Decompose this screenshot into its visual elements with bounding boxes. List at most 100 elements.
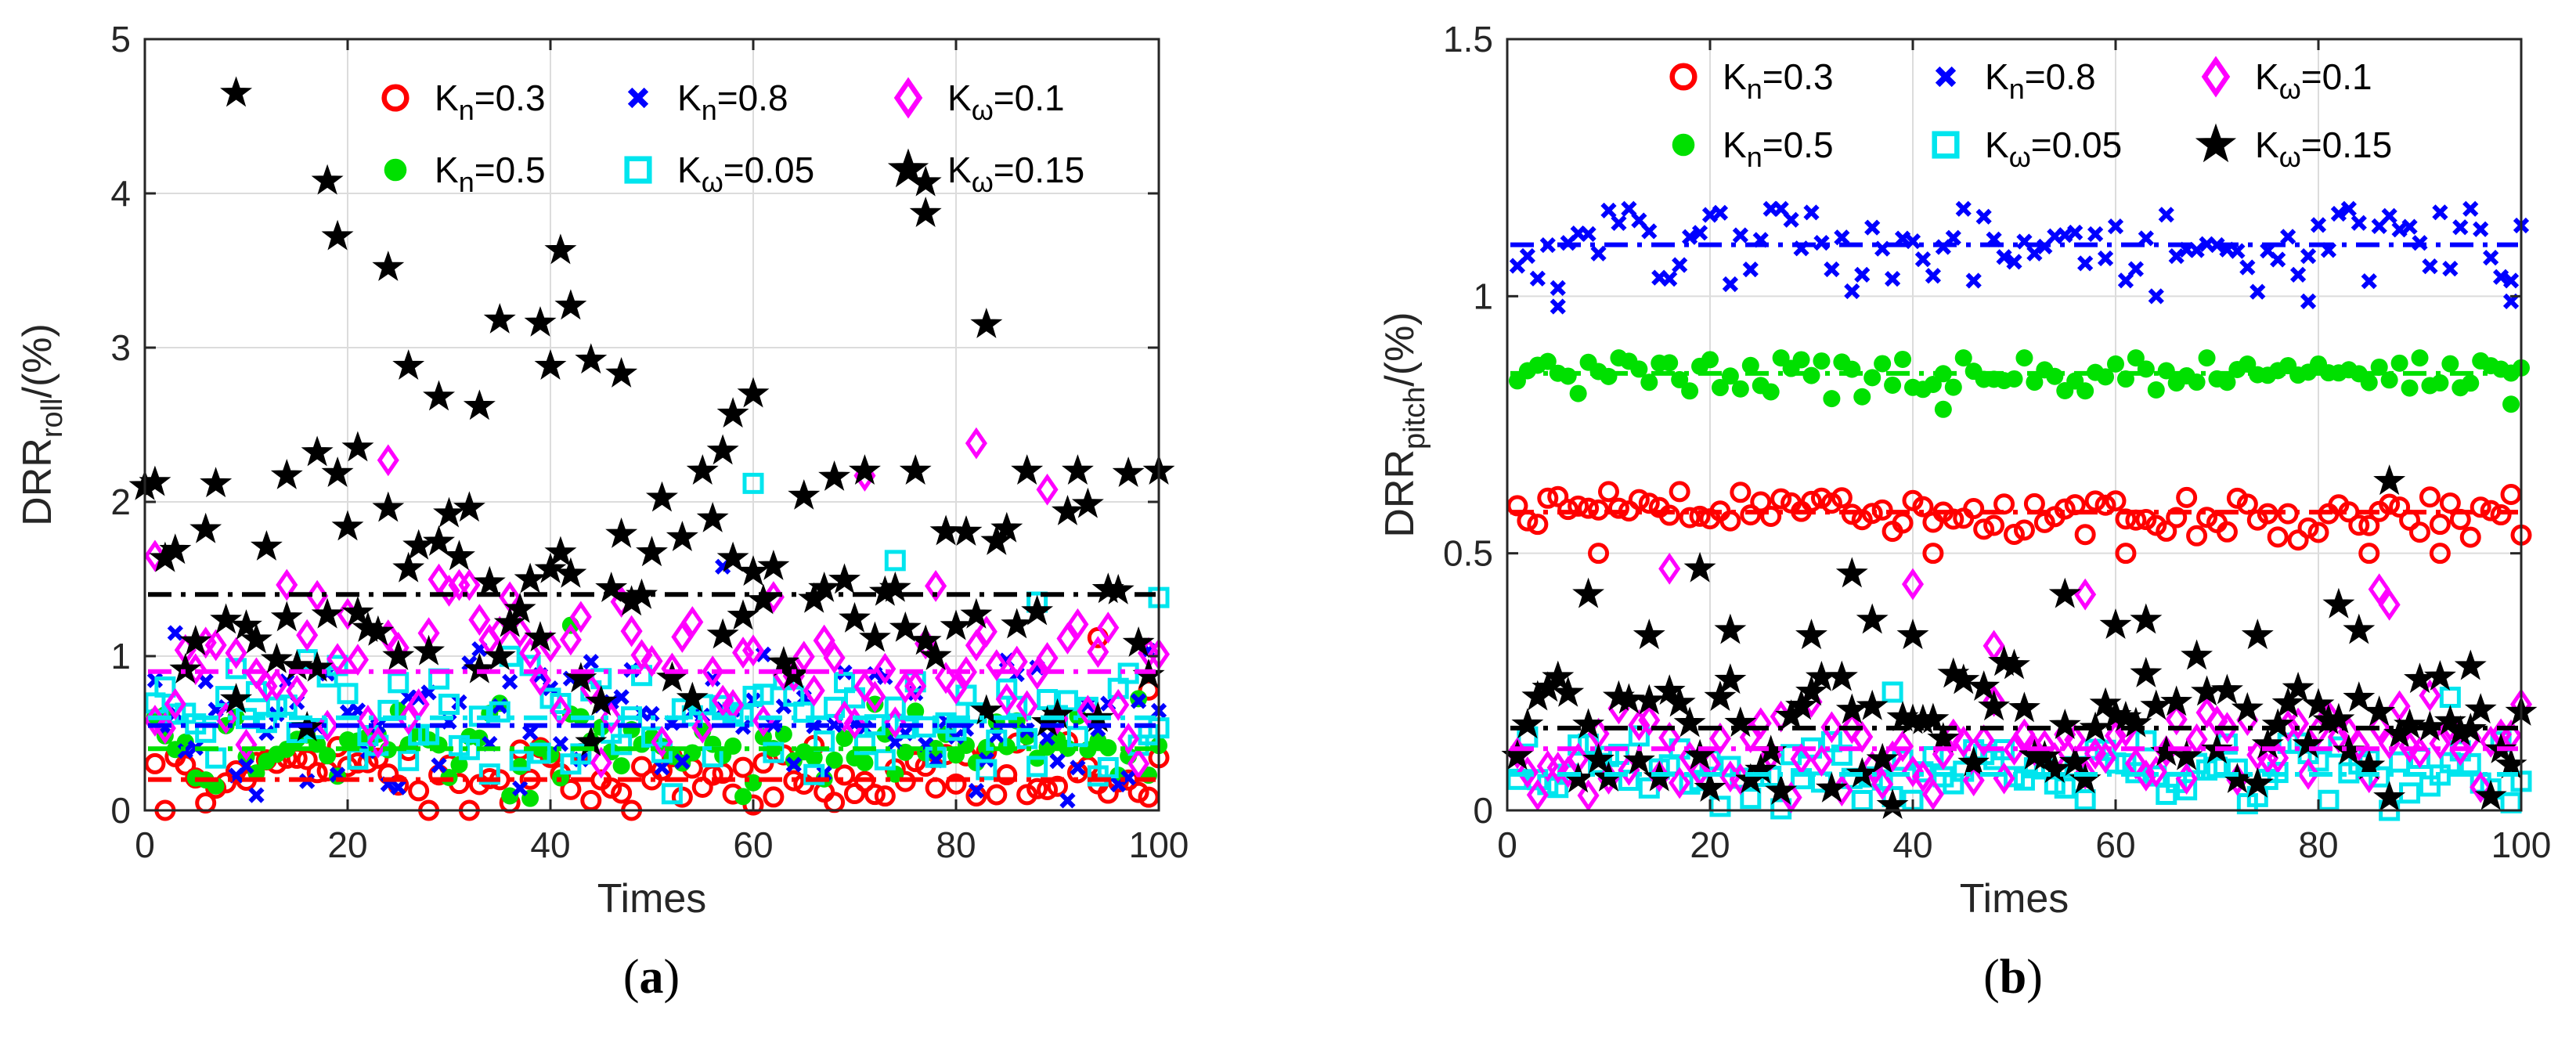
data-point	[1694, 771, 1726, 803]
data-point	[1714, 613, 1747, 644]
data-point	[2145, 756, 2167, 788]
data-point	[788, 478, 821, 510]
data-point	[2076, 382, 2094, 400]
data-point	[2391, 222, 2408, 238]
data-point	[1925, 268, 1942, 284]
data-point	[1954, 349, 1972, 367]
data-point	[2378, 588, 2401, 621]
data-point	[2003, 734, 2026, 766]
data-point	[1527, 514, 1549, 536]
data-point	[493, 606, 526, 637]
data-point	[1691, 225, 1708, 241]
data-point	[1922, 745, 1944, 767]
legend-entry: Kω=0.15	[887, 148, 1084, 198]
y-tick-label: 0.5	[1443, 533, 1493, 574]
data-point	[612, 757, 630, 775]
data-point	[2318, 789, 2340, 811]
legend-label: Kn=0.5	[1723, 124, 1834, 173]
data-point	[431, 757, 447, 774]
data-point	[2423, 659, 2456, 691]
data-point	[1138, 786, 1160, 808]
data-point	[1097, 611, 1120, 644]
data-point	[2409, 521, 2430, 543]
data-point	[2413, 710, 2446, 741]
data-point	[651, 726, 673, 758]
data-point	[1785, 689, 1818, 720]
data-point	[1968, 670, 2001, 702]
data-point	[2369, 766, 2390, 788]
data-point	[2361, 272, 2377, 290]
data-point	[356, 704, 379, 737]
data-point	[1783, 211, 1799, 228]
data-point	[418, 723, 440, 745]
legend-label: Kω=0.1	[2255, 56, 2372, 105]
data-point	[1701, 351, 1719, 369]
data-point	[945, 773, 967, 795]
data-point	[1511, 708, 1544, 739]
data-point	[1876, 788, 1909, 820]
legend-entry: Kn=0.8	[627, 78, 788, 126]
data-point	[2104, 720, 2127, 752]
data-point	[1884, 271, 1901, 287]
y-tick-label: 1	[1473, 276, 1493, 316]
data-point	[899, 454, 932, 485]
data-point	[1709, 795, 1731, 817]
data-point	[316, 709, 339, 742]
data-point	[1127, 781, 1149, 803]
data-point	[1550, 298, 1566, 315]
data-point	[2343, 613, 2376, 644]
data-point	[390, 779, 406, 795]
data-point	[1790, 743, 1813, 775]
data-point	[2401, 379, 2419, 397]
data-point	[311, 164, 344, 195]
data-point	[438, 575, 460, 607]
data-point	[2156, 520, 2177, 542]
data-point	[570, 743, 592, 765]
data-point	[2105, 490, 2127, 512]
data-point	[554, 557, 587, 588]
data-point	[1927, 722, 1960, 753]
data-point	[2368, 573, 2390, 606]
data-point	[691, 711, 714, 744]
data-point	[2176, 779, 2198, 801]
data-point	[2300, 293, 2317, 310]
data-point	[2368, 711, 2390, 744]
legend-marker	[2195, 123, 2237, 163]
series-0	[1506, 481, 2532, 565]
data-point	[197, 673, 214, 690]
data-point	[2297, 517, 2319, 539]
data-point	[995, 683, 1018, 716]
data-point	[661, 783, 683, 805]
data-point	[909, 624, 942, 655]
data-point	[583, 654, 599, 670]
data-point	[2249, 283, 2266, 300]
data-point	[805, 749, 823, 767]
data-point	[884, 550, 906, 572]
data-point	[2026, 373, 2044, 391]
x-tick-label: 20	[1690, 824, 1730, 865]
legend-entry: Kω=0.1	[2201, 56, 2372, 105]
data-point	[944, 673, 968, 705]
data-point	[1671, 370, 1689, 388]
data-point	[2048, 577, 2081, 608]
axes-box	[143, 38, 1160, 812]
data-point	[1102, 573, 1135, 604]
data-point	[1813, 352, 1831, 370]
data-point	[2432, 204, 2448, 221]
data-point	[1519, 247, 1536, 265]
data-point	[1921, 777, 1944, 810]
data-point	[2188, 373, 2206, 391]
data-point	[2292, 727, 2325, 759]
data-point	[534, 552, 567, 583]
data-point	[1001, 608, 1034, 639]
data-point	[1041, 698, 1073, 729]
data-point	[225, 658, 247, 680]
data-point	[611, 734, 633, 756]
data-point	[2107, 355, 2124, 373]
x-tick-label: 0	[135, 824, 155, 865]
data-point	[1026, 756, 1048, 777]
x-axis-label: Times	[597, 876, 707, 922]
data-point	[1724, 706, 1757, 738]
data-point	[2358, 514, 2380, 536]
data-point	[954, 655, 977, 688]
